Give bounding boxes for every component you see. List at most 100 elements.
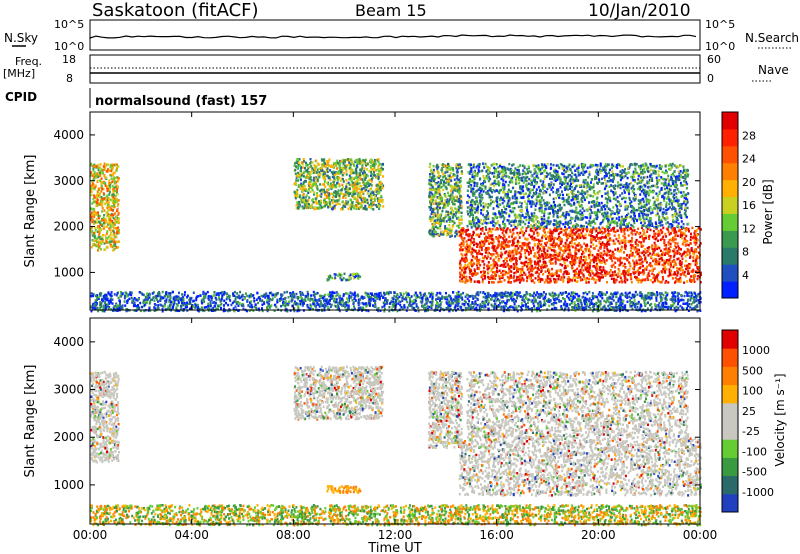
scatter-cell <box>437 211 439 214</box>
scatter-cell <box>601 262 603 265</box>
scatter-cell <box>101 210 103 213</box>
scatter-cell <box>467 171 469 174</box>
scatter-cell <box>370 199 372 202</box>
scatter-cell <box>486 239 488 242</box>
scatter-cell <box>438 197 440 200</box>
scatter-cell <box>100 248 102 251</box>
scatter-cell <box>500 248 502 251</box>
scatter-cell <box>460 260 462 263</box>
scatter-cell <box>342 193 344 196</box>
scatter-cell <box>571 263 573 266</box>
scatter-cell <box>563 234 565 237</box>
scatter-cell <box>345 193 347 196</box>
scatter-cell <box>114 201 116 204</box>
scatter-cell <box>489 237 491 240</box>
scatter-cell <box>527 238 529 241</box>
scatter-cell <box>590 228 592 231</box>
scatter-cell <box>541 264 543 267</box>
scatter-cell <box>302 190 304 193</box>
scatter-cell <box>111 194 113 197</box>
scatter-cell <box>551 244 553 247</box>
scatter-cell <box>621 246 623 249</box>
scatter-cell <box>572 230 574 233</box>
scatter-cell <box>477 234 479 237</box>
scatter-cell <box>103 165 105 168</box>
scatter-cell <box>651 246 653 249</box>
scatter-cell <box>545 254 547 257</box>
scatter-cell <box>107 209 109 212</box>
scatter-cell <box>446 201 448 204</box>
scatter-cell <box>630 276 632 279</box>
scatter-cell <box>311 167 313 170</box>
scatter-cell <box>628 234 630 237</box>
scatter-cell <box>364 178 366 181</box>
scatter-cell <box>90 189 92 192</box>
scatter-cell <box>300 188 302 191</box>
scatter-cell <box>460 218 462 221</box>
scatter-cell <box>656 248 658 251</box>
scatter-cell <box>528 258 530 261</box>
scatter-cell <box>301 184 303 187</box>
scatter-cell <box>482 241 484 244</box>
scatter-cell <box>113 214 115 217</box>
scatter-cell <box>678 248 680 251</box>
scatter-cell <box>676 267 678 270</box>
scatter-cell <box>565 182 567 185</box>
scatter-cell <box>616 167 618 170</box>
scatter-cell <box>664 270 666 273</box>
scatter-cell <box>590 234 592 237</box>
scatter-cell <box>637 182 639 185</box>
scatter-cell <box>96 241 98 244</box>
scatter-cell <box>487 271 489 274</box>
scatter-cell <box>113 177 115 180</box>
scatter-cell <box>657 240 659 243</box>
scatter-cell <box>488 281 490 284</box>
scatter-cell <box>106 246 108 249</box>
scatter-cell <box>350 158 352 161</box>
scatter-cell <box>573 277 575 280</box>
scatter-cell <box>509 255 511 257</box>
scatter-cell <box>382 168 384 171</box>
scatter-cell <box>552 238 554 241</box>
scatter-cell <box>590 245 592 248</box>
scatter-cell <box>454 203 456 206</box>
scatter-cell <box>455 167 457 170</box>
scatter-cell <box>580 269 582 272</box>
scatter-cell <box>364 167 366 170</box>
scatter-cell <box>528 263 530 266</box>
scatter-cell <box>433 203 435 206</box>
scatter-cell <box>456 208 458 211</box>
scatter-cell <box>609 174 611 177</box>
scatter-cell <box>586 196 588 199</box>
scatter-cell <box>536 271 538 274</box>
scatter-cell <box>664 188 666 191</box>
scatter-cell <box>589 250 591 253</box>
scatter-cell <box>321 169 323 172</box>
scatter-cell <box>604 188 606 191</box>
scatter-cell <box>345 191 347 194</box>
scatter-cell <box>347 187 349 190</box>
scatter-cell <box>328 158 330 161</box>
scatter-cell <box>574 279 576 282</box>
scatter-cell <box>448 203 450 206</box>
noise-tick-bottom-right: 10^0 <box>705 40 735 53</box>
scatter-cell <box>535 263 537 266</box>
scatter-cell <box>534 243 536 246</box>
scatter-cell <box>567 265 569 268</box>
scatter-cell <box>659 258 661 261</box>
scatter-cell <box>482 260 484 263</box>
scatter-cell <box>599 259 601 262</box>
scatter-cell <box>526 277 528 280</box>
scatter-cell <box>480 271 482 274</box>
scatter-cell <box>613 242 615 245</box>
scatter-cell <box>654 254 656 257</box>
scatter-cell <box>664 233 666 236</box>
scatter-cell <box>449 175 451 178</box>
scatter-cell <box>96 214 98 217</box>
scatter-cell <box>324 180 326 183</box>
scatter-cell <box>464 254 466 257</box>
scatter-cell <box>334 184 336 187</box>
scatter-cell <box>447 198 449 201</box>
scatter-cell <box>103 169 105 172</box>
scatter-cell <box>382 175 384 178</box>
